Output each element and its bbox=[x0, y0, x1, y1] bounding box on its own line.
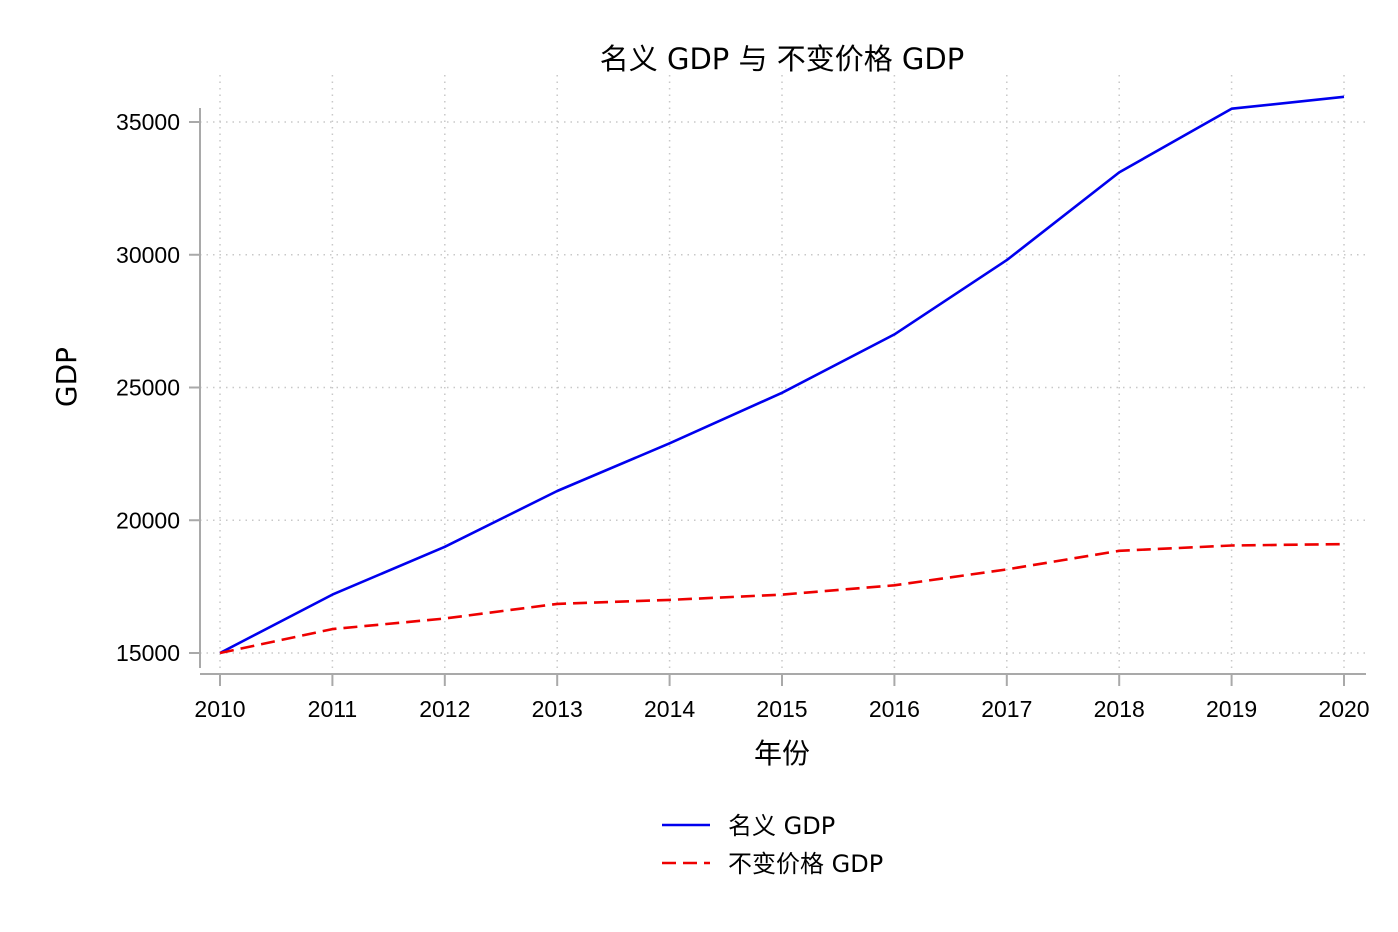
y-tick-label: 30000 bbox=[116, 242, 180, 268]
y-tick-label: 15000 bbox=[116, 640, 180, 666]
x-tick-label: 2015 bbox=[756, 696, 807, 722]
x-tick-label: 2012 bbox=[419, 696, 470, 722]
y-tick-label: 35000 bbox=[116, 109, 180, 135]
x-tick-label: 2018 bbox=[1094, 696, 1145, 722]
x-tick-label: 2020 bbox=[1318, 696, 1369, 722]
series-lines bbox=[219, 95, 1345, 655]
y-tick-label: 25000 bbox=[116, 375, 180, 401]
x-tick-label: 2011 bbox=[308, 696, 357, 722]
x-axis-title: 年份 bbox=[754, 737, 810, 770]
x-tick-label: 2010 bbox=[194, 696, 245, 722]
x-tick-label: 2014 bbox=[644, 696, 695, 722]
legend: 名义 GDP 不变价格 GDP bbox=[662, 812, 883, 878]
x-tick-label: 2016 bbox=[869, 696, 920, 722]
legend-label-2: 不变价格 GDP bbox=[728, 850, 883, 878]
x-tick-label: 2019 bbox=[1206, 696, 1257, 722]
series-line-2 bbox=[219, 542, 1345, 655]
grid-lines bbox=[200, 75, 1366, 668]
x-tick-label: 2017 bbox=[981, 696, 1032, 722]
x-tick-label: 2013 bbox=[532, 696, 583, 722]
y-tick-label: 20000 bbox=[116, 507, 180, 533]
y-axis-title: GDP bbox=[50, 347, 83, 407]
chart-title: 名义 GDP 与 不变价格 GDP bbox=[600, 42, 964, 76]
series-line-1 bbox=[219, 95, 1345, 655]
legend-label-1: 名义 GDP bbox=[728, 812, 835, 840]
axes: 15000 20000 25000 30000 35000 2010 2011 2012 201… bbox=[116, 108, 1370, 722]
